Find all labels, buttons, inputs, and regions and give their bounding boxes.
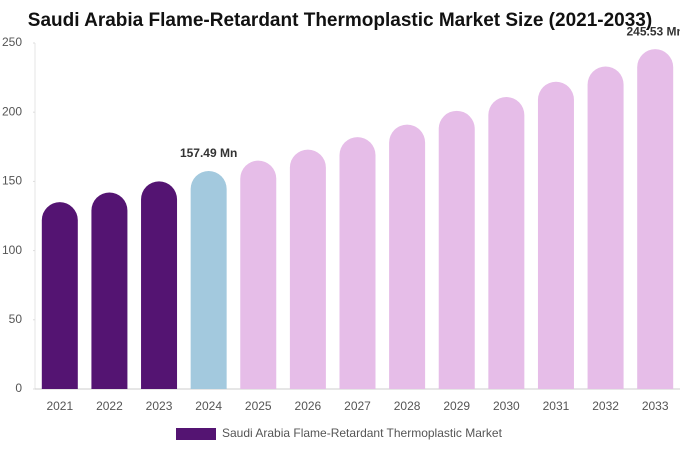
bar: [637, 49, 674, 390]
legend-swatch: [176, 428, 216, 440]
bar: [190, 171, 227, 389]
bar: [339, 137, 376, 389]
x-tick-label: 2033: [642, 399, 669, 413]
y-tick-label: 150: [2, 174, 22, 188]
x-tick-label: 2027: [344, 399, 371, 413]
bar: [41, 202, 78, 389]
x-tick-label: 2031: [543, 399, 570, 413]
x-tick-label: 2028: [394, 399, 421, 413]
legend-label: Saudi Arabia Flame-Retardant Thermoplast…: [222, 426, 503, 440]
y-tick-label: 0: [15, 381, 22, 395]
x-tick-label: 2024: [195, 399, 222, 413]
x-tick-label: 2021: [46, 399, 73, 413]
bar: [488, 97, 525, 389]
x-tick-label: 2030: [493, 399, 520, 413]
bar: [91, 192, 128, 389]
x-tick-label: 2026: [295, 399, 322, 413]
y-tick-label: 250: [2, 35, 22, 49]
x-tick-label: 2029: [443, 399, 470, 413]
bar: [240, 160, 277, 389]
bar: [438, 110, 475, 390]
bar: [389, 124, 426, 389]
x-tick-label: 2022: [96, 399, 123, 413]
bar: [537, 81, 574, 389]
y-tick-label: 50: [9, 312, 23, 326]
bar: [141, 181, 178, 389]
x-tick-label: 2032: [592, 399, 619, 413]
data-label: 157.49 Mn: [180, 146, 237, 160]
x-tick-label: 2025: [245, 399, 272, 413]
y-tick-label: 100: [2, 243, 22, 257]
bar: [587, 66, 624, 389]
chart-title: Saudi Arabia Flame-Retardant Thermoplast…: [28, 10, 652, 31]
bar: [289, 149, 326, 389]
data-label: 245.53 Mn: [627, 24, 680, 38]
y-tick-label: 200: [2, 104, 22, 118]
x-tick-label: 2023: [146, 399, 173, 413]
